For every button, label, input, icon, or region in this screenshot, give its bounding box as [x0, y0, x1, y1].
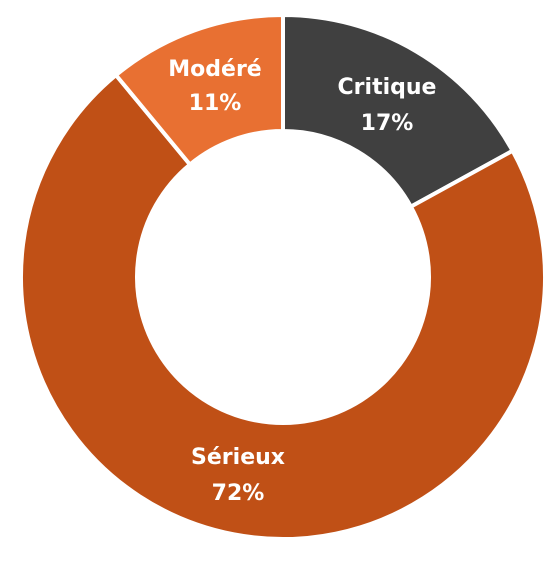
label-modere-category: Modéré	[168, 57, 261, 82]
slice-serieux	[19, 72, 547, 541]
slice-critique	[281, 12, 516, 210]
label-serieux-category: Sérieux	[191, 445, 285, 470]
label-critique-value: 17%	[361, 111, 414, 136]
label-modere-value: 11%	[189, 91, 242, 116]
label-serieux-value: 72%	[212, 481, 265, 506]
label-critique-category: Critique	[338, 75, 437, 100]
slice-modere	[113, 12, 285, 168]
